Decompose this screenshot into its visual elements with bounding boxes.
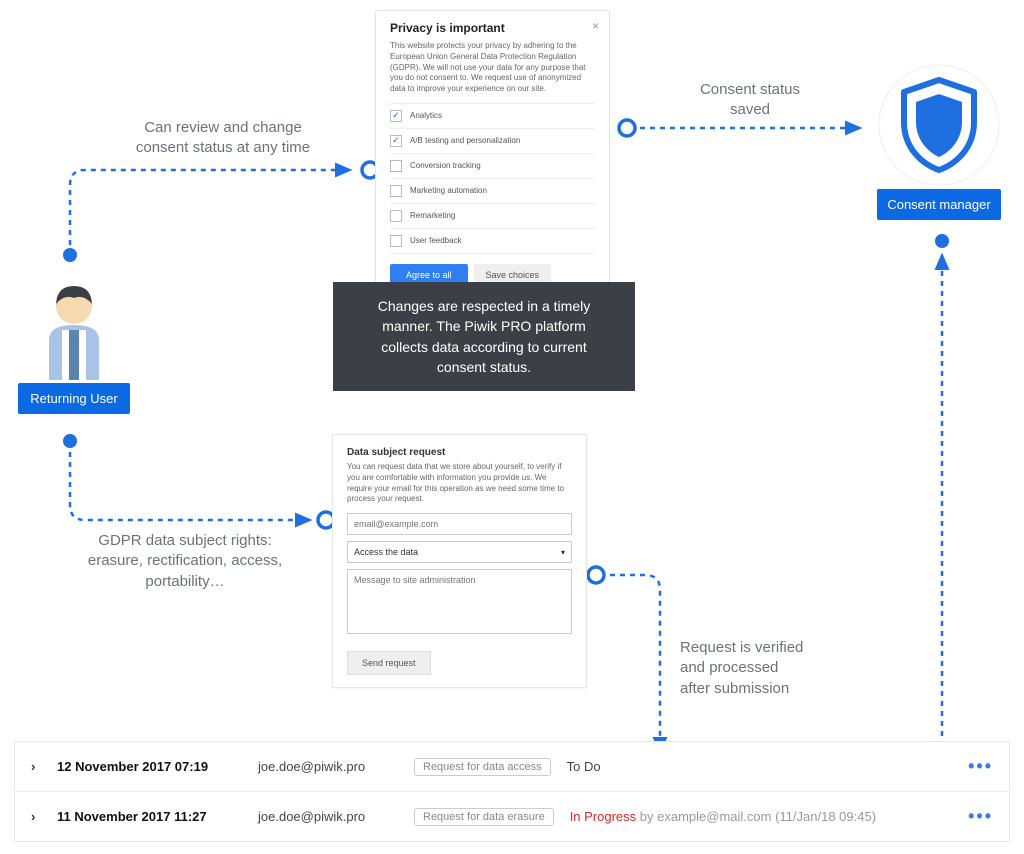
checkbox-icon[interactable] xyxy=(390,185,402,197)
category-item[interactable]: User feedback xyxy=(390,229,595,254)
row-tag: Request for data erasure xyxy=(414,808,554,826)
row-tag: Request for data access xyxy=(414,758,551,776)
returning-user-block: Returning User xyxy=(14,280,134,414)
email-field[interactable] xyxy=(347,513,572,535)
requests-table: › 12 November 2017 07:19 joe.doe@piwik.p… xyxy=(14,741,1010,842)
row-date: 12 November 2017 07:19 xyxy=(57,759,242,774)
label-saved: Consent statussaved xyxy=(665,80,835,121)
category-item[interactable]: Remarketing xyxy=(390,204,595,229)
chevron-right-icon[interactable]: › xyxy=(31,809,41,824)
row-email: joe.doe@piwik.pro xyxy=(258,809,398,824)
privacy-dialog-desc: This website protects your privacy by ad… xyxy=(390,41,595,95)
checkbox-icon[interactable]: ✓ xyxy=(390,110,402,122)
row-email: joe.doe@piwik.pro xyxy=(258,759,398,774)
dsr-title: Data subject request xyxy=(347,447,572,458)
row-status: To Do xyxy=(567,759,952,774)
chevron-right-icon[interactable]: › xyxy=(31,759,41,774)
changes-callout: Changes are respected in a timely manner… xyxy=(333,282,635,391)
status-text: In Progress xyxy=(570,809,636,824)
privacy-dialog-title: Privacy is important xyxy=(390,21,595,35)
category-item[interactable]: ✓A/B testing and personalization xyxy=(390,129,595,154)
send-request-button[interactable]: Send request xyxy=(347,651,431,675)
checkbox-icon[interactable] xyxy=(390,235,402,247)
select-value: Access the data xyxy=(354,547,418,557)
more-icon[interactable]: ••• xyxy=(968,756,993,777)
label-review: Can review and changeconsent status at a… xyxy=(118,118,328,159)
table-row[interactable]: › 11 November 2017 11:27 joe.doe@piwik.p… xyxy=(15,792,1009,841)
request-type-select[interactable]: Access the data ▾ xyxy=(347,541,572,563)
label-verified: Request is verifiedand processedafter su… xyxy=(680,638,860,699)
row-status: In Progress by example@mail.com (11/Jan/… xyxy=(570,809,952,824)
label-gdpr: GDPR data subject rights:erasure, rectif… xyxy=(65,531,305,592)
dsr-form: Data subject request You can request dat… xyxy=(332,434,587,688)
status-by: by example@mail.com (11/Jan/18 09:45) xyxy=(640,809,876,824)
more-icon[interactable]: ••• xyxy=(968,806,993,827)
category-item[interactable]: Marketing automation xyxy=(390,179,595,204)
dsr-desc: You can request data that we store about… xyxy=(347,462,572,505)
category-item[interactable]: Conversion tracking xyxy=(390,154,595,179)
returning-user-badge: Returning User xyxy=(18,383,129,414)
privacy-dialog: × Privacy is important This website prot… xyxy=(375,10,610,297)
close-icon[interactable]: × xyxy=(592,19,599,33)
message-field[interactable] xyxy=(347,569,572,634)
consent-manager-block: Consent manager xyxy=(864,60,1014,220)
row-date: 11 November 2017 11:27 xyxy=(57,809,242,824)
checkbox-icon[interactable] xyxy=(390,160,402,172)
table-row[interactable]: › 12 November 2017 07:19 joe.doe@piwik.p… xyxy=(15,742,1009,792)
privacy-categories: ✓Analytics ✓A/B testing and personalizat… xyxy=(390,103,595,254)
chevron-down-icon: ▾ xyxy=(561,548,565,557)
checkbox-icon[interactable]: ✓ xyxy=(390,135,402,147)
user-avatar-icon xyxy=(29,280,119,380)
checkbox-icon[interactable] xyxy=(390,210,402,222)
shield-icon xyxy=(874,60,1004,190)
consent-manager-badge: Consent manager xyxy=(877,189,1000,220)
category-item[interactable]: ✓Analytics xyxy=(390,104,595,129)
